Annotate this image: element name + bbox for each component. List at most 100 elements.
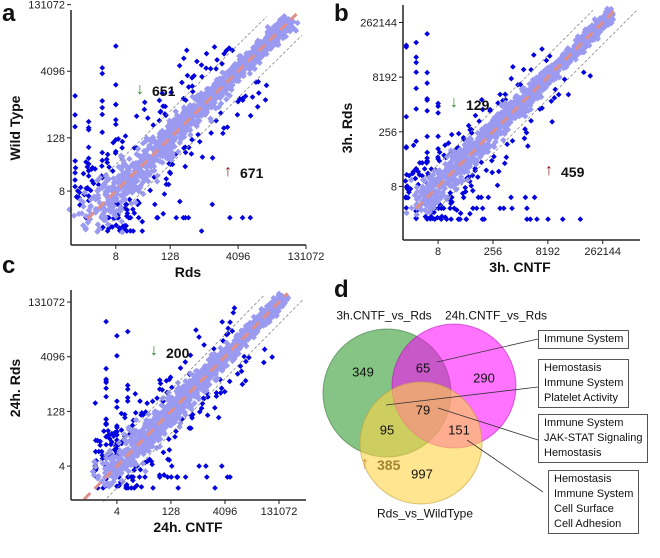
- data-point: [255, 90, 262, 96]
- data-point: [139, 228, 146, 234]
- data-point: [247, 214, 254, 221]
- data-point: [262, 97, 269, 103]
- data-point: [99, 157, 106, 164]
- data-point: [90, 180, 97, 187]
- data-point: [189, 83, 196, 90]
- data-point: [85, 168, 92, 174]
- data-point: [104, 151, 111, 158]
- data-point: [99, 163, 105, 169]
- data-point: [161, 191, 168, 197]
- data-point: [147, 187, 154, 194]
- data-point: [185, 214, 192, 221]
- panel-label-d: d: [334, 276, 349, 303]
- data-point: [159, 90, 166, 97]
- data-point: [182, 163, 189, 170]
- data-point: [176, 198, 183, 205]
- annotation-box: Immune System: [538, 330, 630, 349]
- data-point: [99, 104, 106, 111]
- data-point: [104, 228, 111, 234]
- data-point: [180, 214, 187, 221]
- venn-set-label: 24h.CNTF_vs_Rds: [444, 308, 548, 323]
- data-point: [154, 214, 161, 221]
- data-point: [141, 106, 148, 113]
- data-point: [139, 140, 147, 147]
- data-point: [191, 72, 197, 79]
- data-point: [81, 189, 88, 196]
- data-point: [217, 110, 224, 116]
- data-point: [123, 213, 130, 219]
- data-point: [139, 179, 147, 186]
- data-point: [106, 164, 112, 170]
- data-point: [169, 161, 176, 168]
- data-point: [213, 65, 219, 72]
- data-point: [175, 148, 182, 155]
- data-point: [72, 177, 78, 183]
- data-point: [99, 129, 106, 136]
- data-point: [72, 123, 78, 130]
- data-point: [189, 136, 195, 143]
- data-point: [95, 181, 102, 188]
- data-point: [104, 159, 111, 166]
- data-point: [77, 184, 84, 191]
- data-point: [227, 214, 233, 221]
- data-point: [83, 159, 89, 165]
- data-point: [198, 228, 205, 234]
- data-point: [85, 155, 92, 162]
- data-point: [253, 79, 259, 85]
- data-point: [104, 221, 112, 228]
- venn-region-count: 79: [415, 402, 431, 418]
- annotation-box: Hemostasis Immune System Cell Surface Ce…: [548, 470, 640, 534]
- data-point: [156, 117, 163, 124]
- data-point: [168, 89, 175, 96]
- data-point: [184, 72, 191, 79]
- data-point: [112, 116, 119, 123]
- panel-label-b: b: [334, 0, 349, 27]
- data-point: [196, 138, 203, 145]
- data-point: [99, 98, 106, 104]
- data-point: [72, 93, 78, 99]
- data-point: [209, 201, 216, 208]
- data-point: [115, 136, 122, 142]
- annotation-line: Platelet Activity: [544, 392, 618, 404]
- venn-region-count: 349: [352, 364, 374, 380]
- data-point: [207, 65, 214, 72]
- data-point: [209, 155, 216, 161]
- data-point: [176, 139, 183, 146]
- data-point: [213, 117, 219, 124]
- data-point: [153, 178, 161, 185]
- data-point: [80, 170, 87, 177]
- data-point: [126, 155, 133, 163]
- data-point: [99, 149, 106, 156]
- data-point: [239, 95, 246, 102]
- data-point: [72, 165, 79, 171]
- data-point: [119, 145, 125, 151]
- data-point: [173, 214, 180, 221]
- annotation-line: Cell Surface: [554, 503, 614, 515]
- data-point: [112, 101, 119, 108]
- panel-label-a: a: [2, 0, 16, 27]
- data-point: [99, 111, 106, 118]
- annotation-box: Hemostasis Immune System Platelet Activi…: [538, 359, 630, 408]
- data-point: [117, 203, 124, 210]
- venn-set-label: 3h.CNTF_vs_Rds: [336, 308, 432, 323]
- data-point: [113, 222, 119, 229]
- data-point: [82, 224, 89, 232]
- data-point: [75, 210, 83, 218]
- data-point: [72, 112, 78, 118]
- annotation-line: Immune System: [544, 417, 624, 429]
- data-point: [152, 201, 158, 208]
- data-point: [109, 168, 116, 174]
- data-point: [87, 187, 94, 194]
- data-point: [72, 183, 78, 190]
- data-point: [135, 214, 142, 221]
- data-point: [72, 169, 78, 176]
- annotation-line: Hemostasis: [554, 473, 612, 485]
- venn-region-count: 95: [379, 422, 395, 438]
- data-point: [85, 144, 92, 151]
- data-point: [139, 218, 146, 225]
- data-point: [249, 94, 256, 100]
- data-point: [162, 103, 169, 110]
- data-point: [239, 214, 246, 221]
